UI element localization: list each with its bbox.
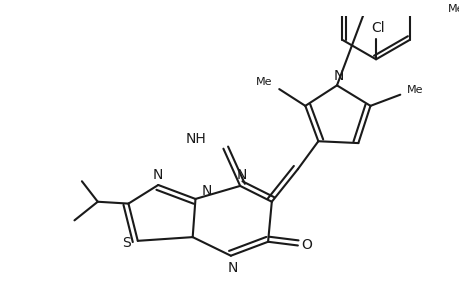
Text: Me: Me (406, 85, 422, 95)
Text: NH: NH (185, 132, 206, 146)
Text: N: N (333, 69, 343, 83)
Text: Cl: Cl (370, 21, 384, 35)
Text: N: N (236, 168, 246, 182)
Text: N: N (152, 168, 162, 182)
Text: N: N (201, 184, 212, 199)
Text: S: S (122, 236, 131, 250)
Text: Me: Me (447, 4, 459, 14)
Text: N: N (227, 261, 237, 275)
Text: O: O (301, 238, 312, 253)
Text: Me: Me (256, 77, 272, 87)
